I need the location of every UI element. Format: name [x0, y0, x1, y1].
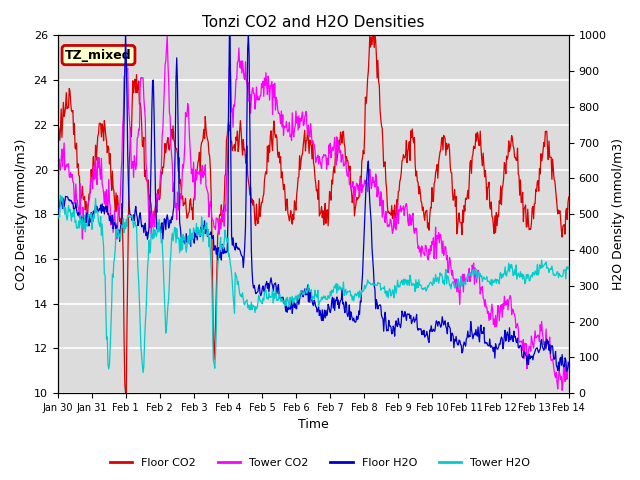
Y-axis label: H2O Density (mmol/m3): H2O Density (mmol/m3) [612, 138, 625, 290]
Y-axis label: CO2 Density (mmol/m3): CO2 Density (mmol/m3) [15, 139, 28, 290]
Title: Tonzi CO2 and H2O Densities: Tonzi CO2 and H2O Densities [202, 15, 424, 30]
Legend: Floor CO2, Tower CO2, Floor H2O, Tower H2O: Floor CO2, Tower CO2, Floor H2O, Tower H… [105, 453, 535, 472]
Text: TZ_mixed: TZ_mixed [65, 48, 132, 61]
X-axis label: Time: Time [298, 419, 328, 432]
